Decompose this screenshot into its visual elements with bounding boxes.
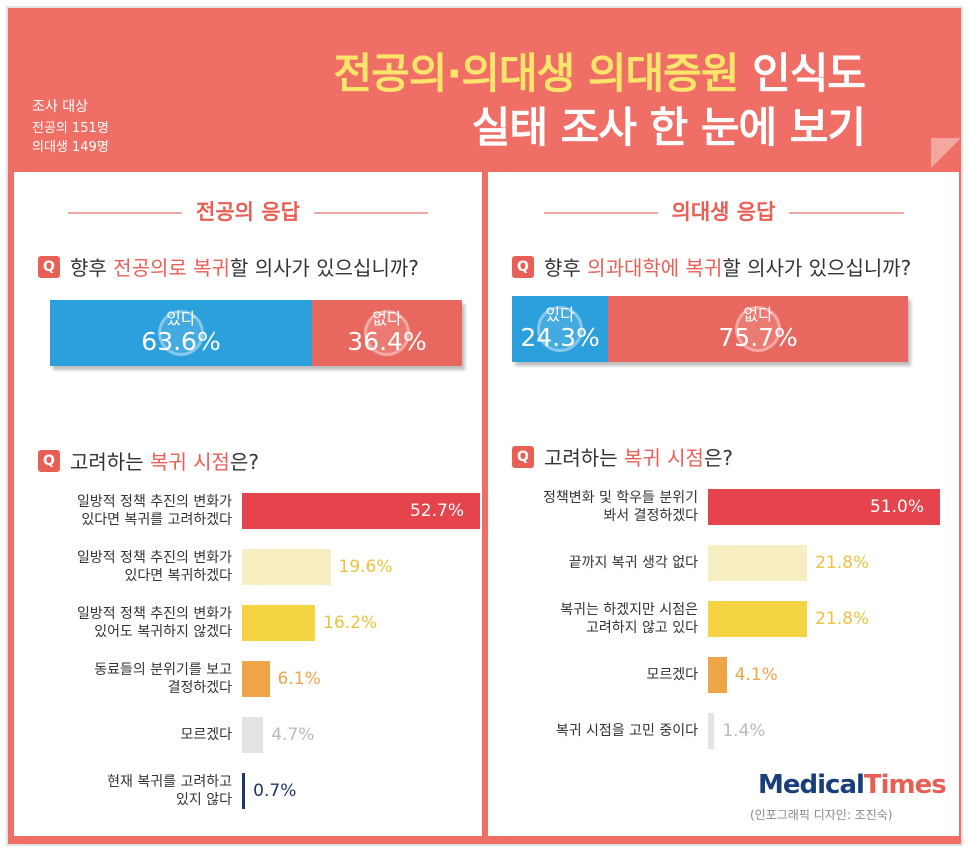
- hbar-category-label: 현재 복귀를 고려하고 있지 않다: [107, 773, 232, 809]
- header: 조사 대상 전공의 151명 의대생 149명 전공의·의대생 의대증원 인식도…: [8, 8, 961, 168]
- design-credit: (인포그래픽 디자인: 조진숙): [750, 806, 892, 823]
- question-text: 은?: [230, 450, 259, 474]
- question-return-timing: Q 고려하는 복귀 시점은?: [512, 442, 733, 471]
- bar-segment-value: 24.3%: [520, 324, 599, 352]
- question-badge: Q: [512, 446, 534, 468]
- question-text: 고려하는: [70, 450, 150, 474]
- hbar-value-label: 51.0%: [870, 497, 924, 517]
- question-return-intent: Q 향후 전공의로 복귀할 의사가 있으십니까?: [38, 252, 419, 281]
- question-return-timing: Q 고려하는 복귀 시점은?: [38, 446, 259, 475]
- question-highlight: 의과대학에 복귀: [587, 256, 722, 280]
- bar-segment-value: 36.4%: [347, 328, 426, 356]
- survey-subjects: 조사 대상 전공의 151명 의대생 149명: [32, 98, 109, 157]
- bar-segment: 없다 75.7%: [608, 296, 908, 362]
- hbar-value-label: 4.1%: [735, 665, 778, 685]
- infographic-frame: 조사 대상 전공의 151명 의대생 149명 전공의·의대생 의대증원 인식도…: [6, 6, 963, 846]
- hbar-bar: [708, 601, 807, 637]
- question-highlight: 복귀 시점: [624, 446, 704, 470]
- bar-segment-value: 63.6%: [141, 328, 220, 356]
- student-panel: 의대생 응답 Q 향후 의과대학에 복귀할 의사가 있으십니까? 있다 24.3%…: [488, 172, 959, 836]
- question-text: 고려하는: [544, 446, 624, 470]
- question-badge: Q: [512, 256, 534, 278]
- subjects-student-count: 의대생 149명: [32, 138, 109, 157]
- hbar-row: 정책변화 및 학우들 분위기 봐서 결정하겠다 51.0%: [708, 488, 940, 526]
- hbar-bar: [242, 549, 331, 585]
- question-highlight: 전공의로 복귀: [113, 256, 230, 280]
- hbar-category-label: 모르겠다: [646, 666, 698, 684]
- hbar-row: 모르겠다 4.7%: [242, 716, 314, 754]
- question-highlight: 복귀 시점: [150, 450, 230, 474]
- hbar-bar: [242, 717, 263, 753]
- page-fold-decoration: [883, 8, 961, 168]
- hbar-row: 끝까지 복귀 생각 없다 21.8%: [708, 544, 869, 582]
- hbar-row: 현재 복귀를 고려하고 있지 않다 0.7%: [242, 772, 296, 810]
- hbar-value-label: 52.7%: [410, 501, 464, 521]
- question-text: 은?: [704, 446, 733, 470]
- hbar-category-label: 복귀는 하겠지만 시점은 고려하지 않고 있다: [560, 601, 698, 637]
- bar-segment: 없다 36.4%: [312, 300, 462, 366]
- bar-segment-label: 없다: [743, 306, 772, 324]
- section-title: 의대생 응답: [488, 196, 959, 226]
- hbar-category-label: 동료들의 분위기를 보고 결정하겠다: [94, 661, 232, 697]
- subjects-title: 조사 대상: [32, 98, 109, 117]
- bar-segment: 있다 63.6%: [50, 300, 312, 366]
- section-title: 전공의 응답: [14, 196, 482, 226]
- hbar-bar: [242, 661, 270, 697]
- hbar-value-label: 0.7%: [253, 781, 296, 801]
- title-yellow-part: 전공의·의대생 의대증원: [333, 49, 738, 98]
- question-badge: Q: [38, 450, 60, 472]
- bar-segment-label: 있다: [166, 310, 195, 328]
- hbar-value-label: 19.6%: [339, 557, 393, 577]
- hbar-row: 복귀는 하겠지만 시점은 고려하지 않고 있다 21.8%: [708, 600, 869, 638]
- hbar-category-label: 일방적 정책 추진의 변화가 있다면 복귀하겠다: [77, 549, 232, 585]
- bar-segment-value: 75.7%: [718, 324, 797, 352]
- hbar-value-label: 16.2%: [323, 613, 377, 633]
- hbar-category-label: 모르겠다: [180, 726, 232, 744]
- bar-segment-label: 있다: [545, 306, 574, 324]
- hbar-category-label: 정책변화 및 학우들 분위기 봐서 결정하겠다: [543, 489, 698, 525]
- medicaltimes-logo: MedicalTimes: [758, 770, 946, 800]
- hbar-bar: [242, 773, 245, 809]
- hbar-value-label: 21.8%: [815, 609, 869, 629]
- hbar-bar: [708, 545, 807, 581]
- hbar-category-label: 일방적 정책 추진의 변화가 있다면 복귀를 고려하겠다: [77, 493, 232, 529]
- resident-panel: 전공의 응답 Q 향후 전공의로 복귀할 의사가 있으십니까? 있다 63.6% 없…: [14, 172, 482, 836]
- hbar-value-label: 21.8%: [815, 553, 869, 573]
- title-line-2: 실태 조사 한 눈에 보기: [472, 94, 865, 155]
- question-text: 할 의사가 있으십니까?: [230, 256, 419, 280]
- return-intent-bar: 있다 24.3% 없다 75.7%: [512, 296, 908, 362]
- hbar-row: 일방적 정책 추진의 변화가 있다면 복귀하겠다 19.6%: [242, 548, 393, 586]
- subjects-resident-count: 전공의 151명: [32, 119, 109, 138]
- question-text: 향후: [544, 256, 587, 280]
- hbar-category-label: 복귀 시점을 고민 중이다: [556, 722, 698, 740]
- hbar-bar: [708, 713, 714, 749]
- bar-segment-label: 없다: [372, 310, 401, 328]
- bar-segment: 있다 24.3%: [512, 296, 608, 362]
- question-badge: Q: [38, 256, 60, 278]
- hbar-value-label: 4.7%: [271, 725, 314, 745]
- hbar-row: 모르겠다 4.1%: [708, 656, 778, 694]
- hbar-value-label: 1.4%: [722, 721, 765, 741]
- question-return-intent: Q 향후 의과대학에 복귀할 의사가 있으십니까?: [512, 252, 911, 281]
- hbar-row: 일방적 정책 추진의 변화가 있다면 복귀를 고려하겠다 52.7%: [242, 492, 480, 530]
- hbar-value-label: 6.1%: [278, 669, 321, 689]
- hbar-row: 일방적 정책 추진의 변화가 있어도 복귀하지 않겠다 16.2%: [242, 604, 377, 642]
- title-line-1: 전공의·의대생 의대증원 인식도: [333, 40, 865, 101]
- hbar-row: 복귀 시점을 고민 중이다 1.4%: [708, 712, 766, 750]
- question-text: 할 의사가 있으십니까?: [722, 256, 911, 280]
- hbar-bar: [242, 605, 315, 641]
- hbar-bar: [708, 657, 727, 693]
- hbar-category-label: 끝까지 복귀 생각 없다: [569, 554, 698, 572]
- hbar-category-label: 일방적 정책 추진의 변화가 있어도 복귀하지 않겠다: [77, 605, 232, 641]
- return-intent-bar: 있다 63.6% 없다 36.4%: [50, 300, 462, 366]
- hbar-row: 동료들의 분위기를 보고 결정하겠다 6.1%: [242, 660, 321, 698]
- title-white-part: 인식도: [752, 49, 865, 98]
- question-text: 향후: [70, 256, 113, 280]
